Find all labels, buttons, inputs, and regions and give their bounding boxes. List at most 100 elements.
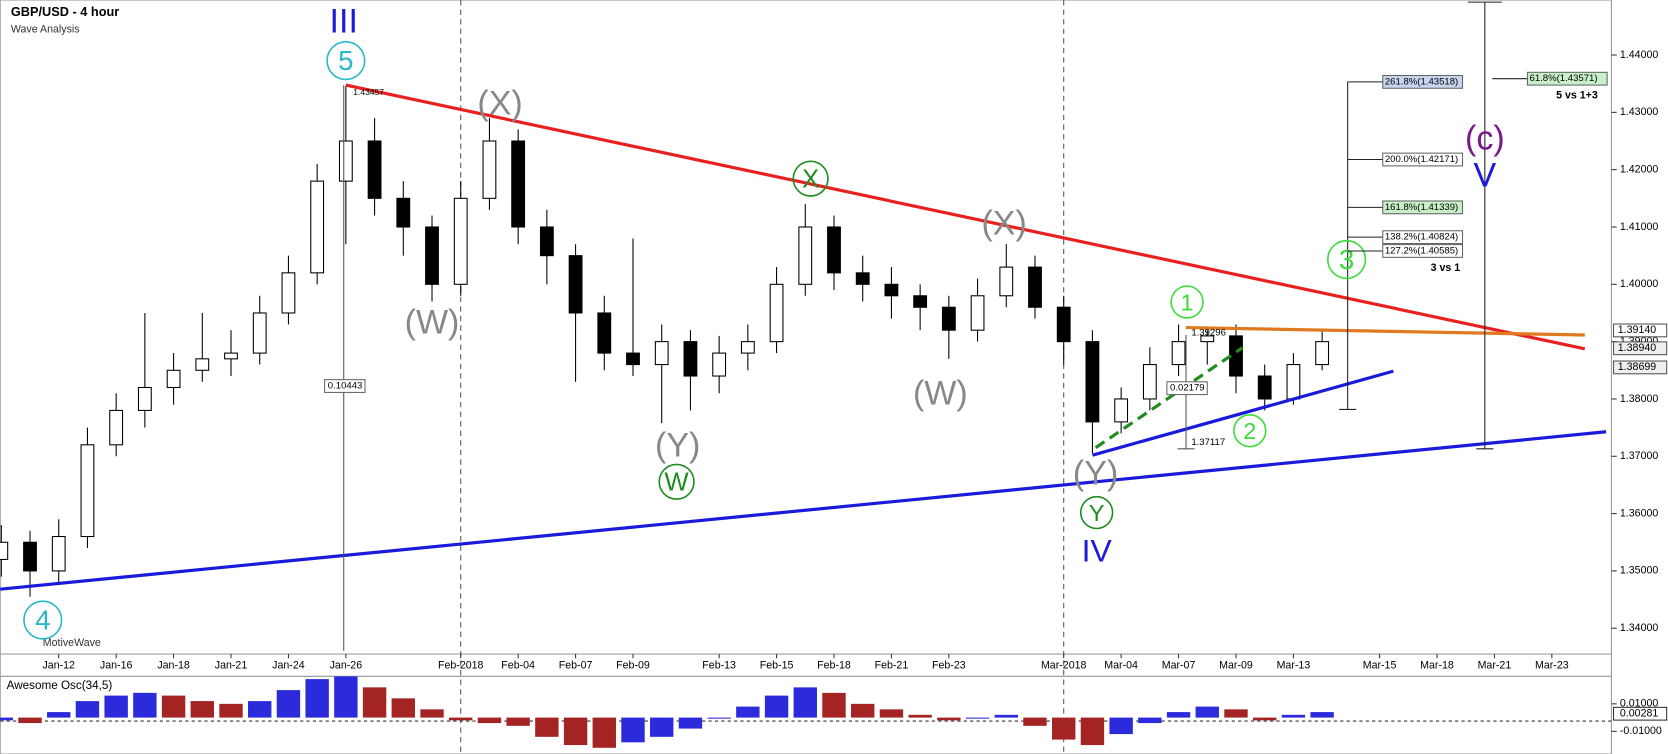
- candle-body: [712, 352, 727, 377]
- candle-body: [597, 312, 612, 354]
- candle-body: [338, 140, 353, 182]
- oscillator-bar: [535, 717, 559, 737]
- wave-label: V: [1473, 157, 1496, 195]
- x-tick-label: Feb-13: [702, 660, 736, 672]
- note: 1.43457: [353, 87, 384, 97]
- candle-body: [396, 197, 411, 228]
- x-tick-label: Feb-07: [559, 660, 593, 672]
- candle-body: [195, 358, 210, 371]
- note: 5 vs 1+3: [1556, 90, 1598, 102]
- candle-body: [1200, 335, 1215, 343]
- oscillator-bar: [1224, 709, 1248, 718]
- price-marker-label: 1.39140: [1618, 324, 1656, 336]
- x-tick-label: Jan-26: [330, 660, 363, 672]
- oscillator-bar: [219, 703, 243, 718]
- x-tick-label: Feb-09: [616, 660, 650, 672]
- oscillator-bar: [937, 717, 961, 721]
- wave-label: W: [665, 469, 689, 497]
- oscillator-bar: [563, 717, 588, 746]
- wave-label: 4: [35, 604, 50, 635]
- candle-body: [884, 283, 899, 297]
- wave-label: 1: [1181, 289, 1194, 315]
- candle-body: [654, 341, 669, 366]
- oscillator-bar: [793, 687, 817, 718]
- wave-label: (X): [477, 84, 522, 122]
- oscillator-bar: [592, 717, 616, 748]
- wave-label: (Y): [655, 427, 700, 465]
- oscillator-bar: [1080, 717, 1105, 746]
- price-marker: [1612, 360, 1668, 375]
- price-marker: [1612, 341, 1668, 356]
- fib-box: [1382, 152, 1464, 167]
- fib-label: 261.8%(1.43518): [1385, 76, 1458, 87]
- note: 0.10443: [328, 381, 363, 392]
- oscillator-bar: [362, 687, 387, 718]
- oscillator-bar: [1166, 712, 1191, 718]
- x-tick-label: Mar-2018: [1041, 660, 1087, 672]
- x-tick-label: Mar-21: [1478, 660, 1512, 672]
- fib-label: 127.2%(1.40585): [1385, 246, 1458, 257]
- oscillator-bar: [1109, 717, 1133, 735]
- candle-body: [798, 226, 813, 285]
- wave-circle: [658, 463, 695, 500]
- wave-circle: [1170, 285, 1204, 319]
- wave-circle: [792, 160, 829, 197]
- wave-label: III: [330, 2, 358, 40]
- oscillator-bar: [305, 679, 329, 718]
- brand: MotiveWave: [43, 637, 101, 649]
- oscillator-bar: [1310, 712, 1334, 718]
- x-tick-label: Jan-21: [215, 660, 248, 672]
- oscillator-bar: [1052, 717, 1076, 740]
- y-tick-label: 1.38000: [1620, 393, 1658, 405]
- candle-body: [1315, 341, 1330, 366]
- candle-body: [51, 535, 66, 572]
- wave-label: (X): [981, 204, 1026, 242]
- candle-body: [80, 444, 95, 538]
- price-panel: [0, 0, 1612, 655]
- candle-body: [511, 140, 526, 228]
- candle-body: [683, 341, 698, 377]
- fib-box: [1526, 71, 1608, 86]
- fib-label: 138.2%(1.40824): [1385, 232, 1458, 243]
- trend-line: [345, 83, 1586, 351]
- x-tick-label: Jan-18: [157, 660, 190, 672]
- price-marker-label: 1.38699: [1618, 361, 1656, 373]
- oscillator-bar: [908, 714, 932, 718]
- oscillator-bar: [276, 690, 301, 718]
- x-tick-label: Jan-24: [272, 660, 305, 672]
- candle-body: [166, 369, 181, 389]
- oscillator-bar: [391, 698, 415, 718]
- trend-line: [0, 430, 1607, 591]
- oscillator-bar: [650, 717, 674, 737]
- candle-body: [252, 312, 267, 354]
- oscillator-bar: [851, 703, 875, 718]
- wave-label: Y: [1089, 500, 1105, 526]
- x-tick-label: Feb-21: [875, 660, 909, 672]
- y-tick-label: 1.34000: [1620, 622, 1658, 634]
- chart-title: GBP/USD - 4 hour: [11, 4, 119, 19]
- candle-body: [425, 226, 439, 285]
- oscillator-bar: [621, 717, 645, 743]
- annotations: III 5 (X) (W) X (X) (Y) W (W) 1 2 3 (Y) Y IV 4 (c)V 261.8…: [23, 2, 1608, 640]
- oscillator-bar: [1253, 717, 1277, 721]
- trend-line: [1091, 369, 1394, 457]
- x-tick-label: Jan-12: [42, 660, 75, 672]
- price-marker: [1612, 323, 1668, 338]
- x-tick-label: Feb-23: [932, 660, 966, 672]
- oscillator-bar: [1195, 706, 1219, 718]
- x-tick-label: Mar-23: [1535, 660, 1569, 672]
- x-tick-label: Mar-07: [1162, 660, 1196, 672]
- candle-body: [281, 272, 296, 314]
- oscillator-bar: [506, 717, 530, 726]
- candle-body: [769, 283, 784, 343]
- x-tick-label: Mar-18: [1420, 660, 1454, 672]
- candle-body: [23, 541, 37, 572]
- wave-label: IV: [1082, 532, 1113, 568]
- x-tick-label: Mar-09: [1219, 660, 1253, 672]
- oscillator-bar: [47, 712, 71, 718]
- note: 1.39296: [1191, 327, 1226, 338]
- x-tick-label: Mar-13: [1277, 660, 1311, 672]
- candle-body: [1028, 266, 1042, 308]
- candle-body: [453, 197, 468, 285]
